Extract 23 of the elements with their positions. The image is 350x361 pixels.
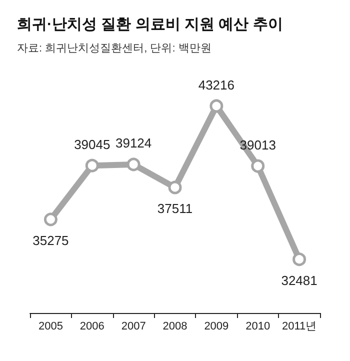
point xyxy=(210,99,224,113)
data-label: 35275 xyxy=(32,233,69,248)
chart-subtitle: 자료: 희귀난치성질환센터, 단위: 백만원 xyxy=(17,42,212,54)
x-tick-label: 2008 xyxy=(162,320,188,332)
point xyxy=(292,252,306,266)
point xyxy=(126,158,140,172)
point xyxy=(168,180,182,194)
data-label: 39124 xyxy=(115,136,152,151)
chart-title: 희귀·난치성 질환 의료비 지원 예산 추이 xyxy=(17,16,283,33)
x-tick-label: 2007 xyxy=(121,320,146,332)
data-label: 37511 xyxy=(157,201,193,216)
x-tick-label: 2011년 xyxy=(282,320,317,332)
x-tick-label: 2009 xyxy=(204,320,229,332)
data-label: 39013 xyxy=(240,137,276,152)
data-label: 32481 xyxy=(281,273,318,288)
data-label: 43216 xyxy=(198,77,235,92)
data-label: 39045 xyxy=(74,136,110,152)
point xyxy=(85,158,99,172)
x-tick-label: 2010 xyxy=(246,320,270,332)
point xyxy=(251,159,265,173)
x-tick-label: 2005 xyxy=(38,320,63,332)
point xyxy=(44,212,58,226)
x-tick-label: 2006 xyxy=(80,320,104,332)
